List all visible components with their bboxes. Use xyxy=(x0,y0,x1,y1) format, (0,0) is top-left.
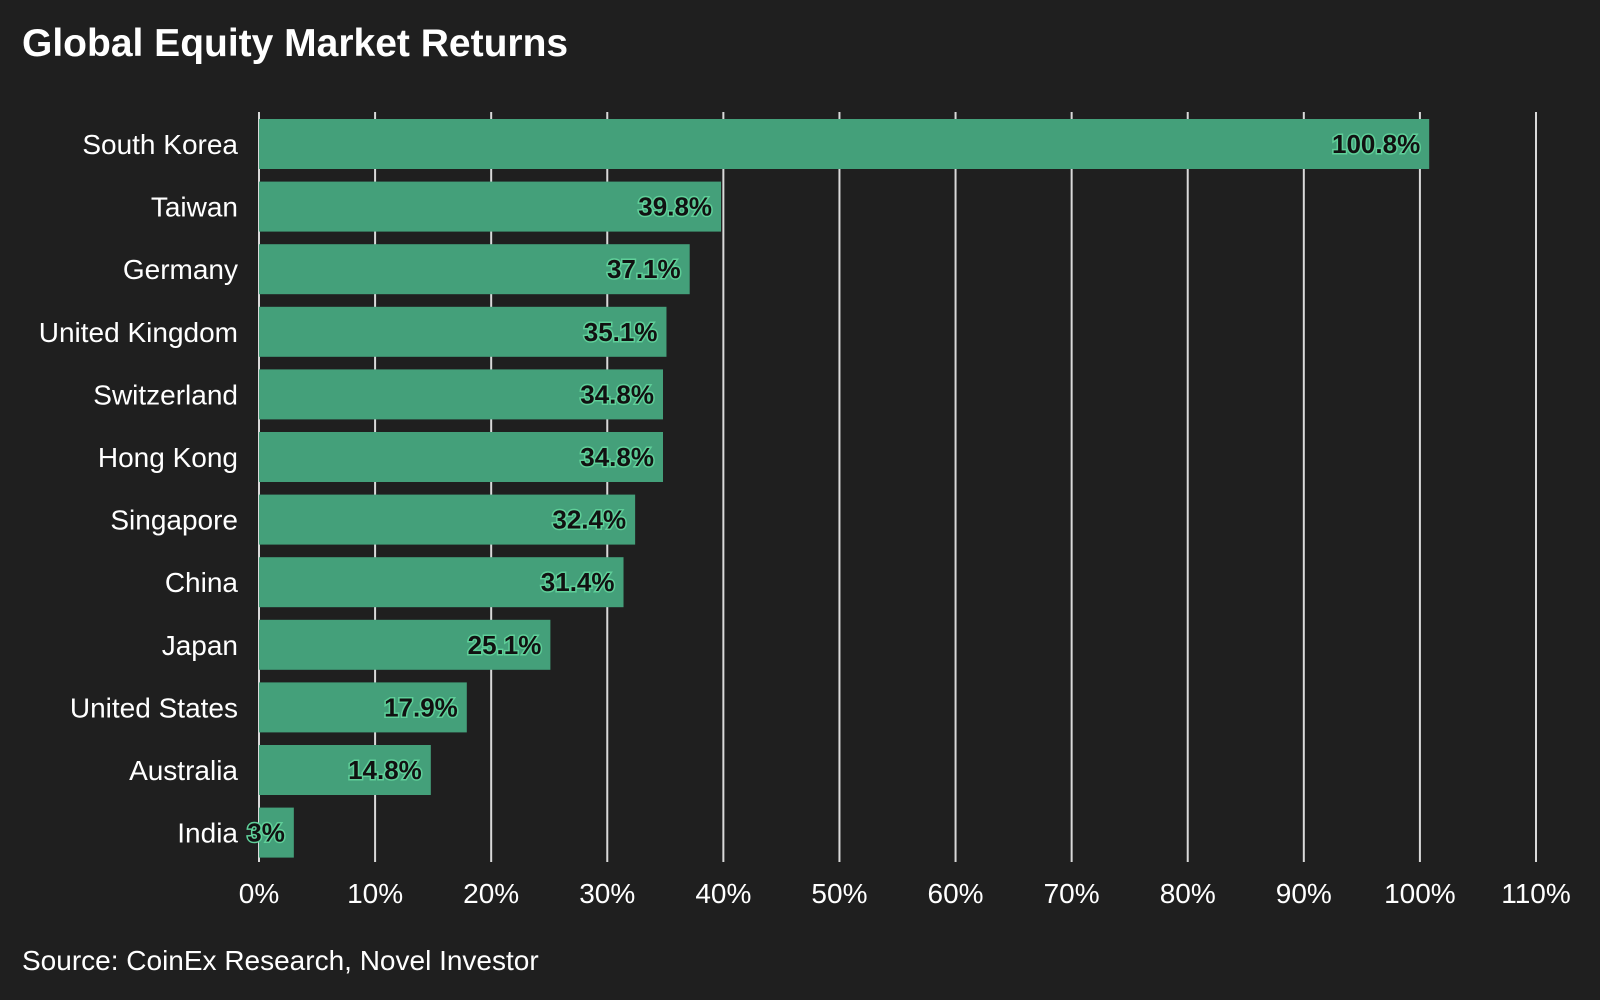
x-tick-label: 20% xyxy=(463,878,519,909)
category-label: Australia xyxy=(129,755,238,786)
bar xyxy=(259,807,294,858)
data-label: 35.1% xyxy=(584,317,658,347)
category-label: Germany xyxy=(123,254,238,285)
category-label: United States xyxy=(70,692,238,723)
x-tick-label: 60% xyxy=(928,878,984,909)
category-label: United Kingdom xyxy=(39,317,238,348)
x-tick-label: 50% xyxy=(811,878,867,909)
bar xyxy=(259,181,722,232)
category-label: Hong Kong xyxy=(98,442,238,473)
bar xyxy=(259,306,667,357)
bar xyxy=(259,745,431,795)
category-label-layer: South Korea Taiwan Germany United Kingdom Sw… xyxy=(39,129,239,849)
data-label: 3% xyxy=(247,818,285,848)
data-label: 37.1% xyxy=(607,254,681,284)
data-label: 14.8% xyxy=(348,755,422,785)
x-tick-label-layer: 0% 10% 20% 30% 40% 50% 60% 70% 80% 90% 100% 110% xyxy=(239,878,1571,909)
category-label: Taiwan xyxy=(151,192,238,223)
bar xyxy=(259,432,663,482)
data-label: 34.8% xyxy=(580,442,654,472)
category-label: Singapore xyxy=(110,505,238,536)
x-tick-label: 10% xyxy=(347,878,403,909)
data-label: 31.4% xyxy=(541,567,615,597)
x-tick-label: 80% xyxy=(1160,878,1216,909)
x-tick-label: 30% xyxy=(579,878,635,909)
data-label: 100.8% xyxy=(1332,129,1420,159)
x-tick-label: 100% xyxy=(1384,878,1456,909)
x-tick-label: 110% xyxy=(1501,878,1571,909)
data-label: 25.1% xyxy=(468,630,542,660)
data-label: 17.9% xyxy=(384,692,458,722)
bar xyxy=(259,682,467,733)
bar xyxy=(259,119,1430,169)
category-label: Japan xyxy=(162,630,238,661)
grid-layer xyxy=(258,112,1537,862)
x-tick-label: 0% xyxy=(239,878,279,909)
category-label: China xyxy=(165,567,239,598)
category-label: Switzerland xyxy=(93,379,238,410)
chart-source: Source: CoinEx Research, Novel Investor xyxy=(22,945,539,976)
bar xyxy=(259,244,690,295)
data-label: 34.8% xyxy=(580,379,654,409)
bar xyxy=(259,494,636,545)
bar xyxy=(259,619,551,670)
data-label: 32.4% xyxy=(552,505,626,535)
category-label: India xyxy=(177,818,238,849)
chart-title: Global Equity Market Returns xyxy=(22,22,569,65)
bar-layer xyxy=(259,119,1430,858)
category-label: South Korea xyxy=(82,129,238,160)
x-tick-label: 90% xyxy=(1276,878,1332,909)
x-tick-label: 70% xyxy=(1044,878,1100,909)
bar xyxy=(259,369,663,420)
data-label: 39.8% xyxy=(638,192,712,222)
data-label-layer: 100.8% 39.8% 37.1% 35.1% 34.8% 34.8% 32.4% 31.4… xyxy=(246,128,1422,850)
bar xyxy=(259,557,624,608)
x-tick-label: 40% xyxy=(695,878,751,909)
